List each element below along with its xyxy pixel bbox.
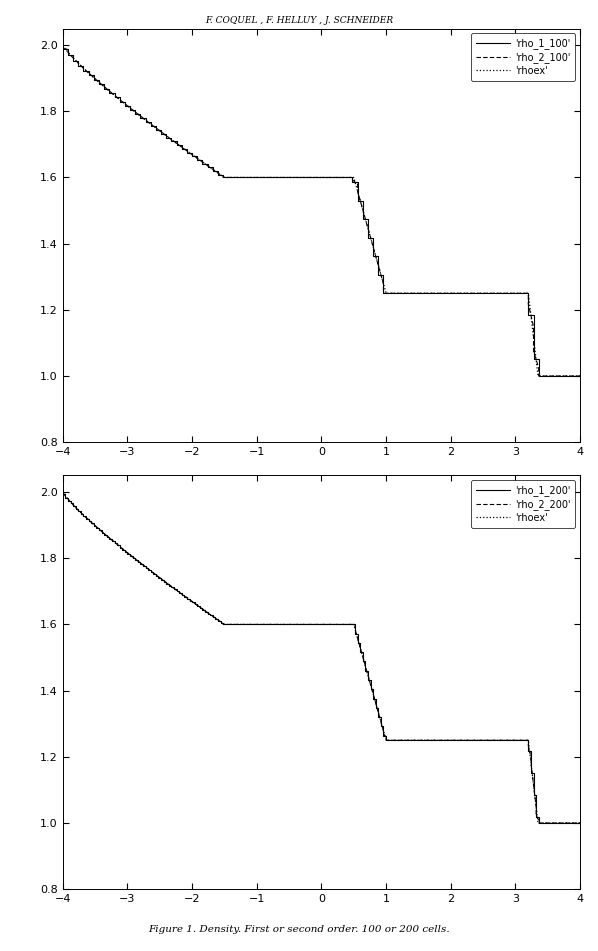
Text: Figure 1. Density. First or second order. 100 or 200 cells.: Figure 1. Density. First or second order…	[148, 925, 450, 934]
'rho_1_100'	[157, 125, 164, 136]
'rho_1_100'	[530, 354, 537, 365]
'rho_2_200'	[227, 619, 234, 631]
'rhoex'	[280, 172, 287, 184]
'rho_1_200'	[432, 734, 439, 746]
'rhoex'	[59, 39, 66, 50]
'rhoex'	[535, 370, 542, 381]
'rho_1_100'	[535, 370, 542, 381]
Legend: 'rho_1_200', 'rho_2_200', 'rhoex': 'rho_1_200', 'rho_2_200', 'rhoex'	[471, 480, 575, 528]
'rho_1_100'	[59, 44, 66, 55]
'rho_2_100'	[576, 370, 584, 381]
'rho_1_100'	[576, 370, 584, 381]
'rhoex'	[258, 172, 265, 184]
'rhoex'	[118, 95, 126, 107]
'rho_1_200'	[434, 734, 441, 746]
'rho_1_200'	[121, 546, 129, 557]
'rho_2_200'	[121, 545, 129, 556]
'rhoex'	[258, 619, 265, 631]
'rho_1_200'	[59, 489, 66, 500]
'rho_2_100'	[199, 156, 206, 167]
'rho_1_200'	[535, 817, 542, 828]
'rho_2_200'	[576, 817, 584, 828]
Line: 'rho_1_200': 'rho_1_200'	[63, 495, 580, 823]
Line: 'rho_2_200': 'rho_2_200'	[63, 495, 580, 823]
'rhoex'	[535, 817, 542, 828]
Line: 'rho_1_100': 'rho_1_100'	[63, 49, 580, 376]
'rhoex'	[566, 817, 573, 828]
'rho_2_200'	[535, 817, 542, 828]
'rho_2_100'	[80, 63, 87, 74]
'rho_2_100'	[551, 370, 558, 381]
'rhoex'	[511, 287, 518, 299]
'rho_2_100'	[59, 44, 66, 55]
'rho_1_200'	[264, 619, 271, 631]
'rhoex'	[511, 734, 518, 746]
'rhoex'	[576, 370, 584, 381]
'rho_2_200'	[434, 734, 441, 746]
'rho_2_200'	[385, 734, 392, 746]
Text: F. COQUEL , F. HELLUY , J. SCHNEIDER: F. COQUEL , F. HELLUY , J. SCHNEIDER	[205, 16, 393, 25]
'rhoex'	[118, 542, 126, 553]
'rho_2_200'	[59, 489, 66, 500]
'rho_1_100'	[199, 154, 206, 165]
'rho_1_100'	[551, 370, 558, 381]
'rho_1_200'	[227, 619, 234, 631]
'rhoex'	[566, 370, 573, 381]
Legend: 'rho_1_100', 'rho_2_100', 'rhoex': 'rho_1_100', 'rho_2_100', 'rhoex'	[471, 33, 575, 81]
'rho_1_200'	[576, 817, 584, 828]
Line: 'rhoex': 'rhoex'	[63, 45, 580, 376]
'rhoex'	[149, 120, 156, 131]
'rho_2_100'	[535, 370, 542, 381]
'rho_1_200'	[385, 734, 392, 746]
'rho_1_100'	[80, 65, 87, 76]
'rhoex'	[280, 619, 287, 631]
'rhoex'	[576, 817, 584, 828]
'rho_2_200'	[432, 734, 439, 746]
'rhoex'	[149, 567, 156, 578]
'rho_2_200'	[264, 619, 271, 631]
'rho_2_100'	[530, 345, 537, 357]
Line: 'rho_2_100': 'rho_2_100'	[63, 49, 580, 376]
'rho_1_100'	[90, 74, 97, 86]
Line: 'rhoex': 'rhoex'	[63, 492, 580, 823]
'rhoex'	[59, 486, 66, 497]
'rho_2_100'	[90, 72, 97, 84]
'rho_2_100'	[157, 126, 164, 138]
